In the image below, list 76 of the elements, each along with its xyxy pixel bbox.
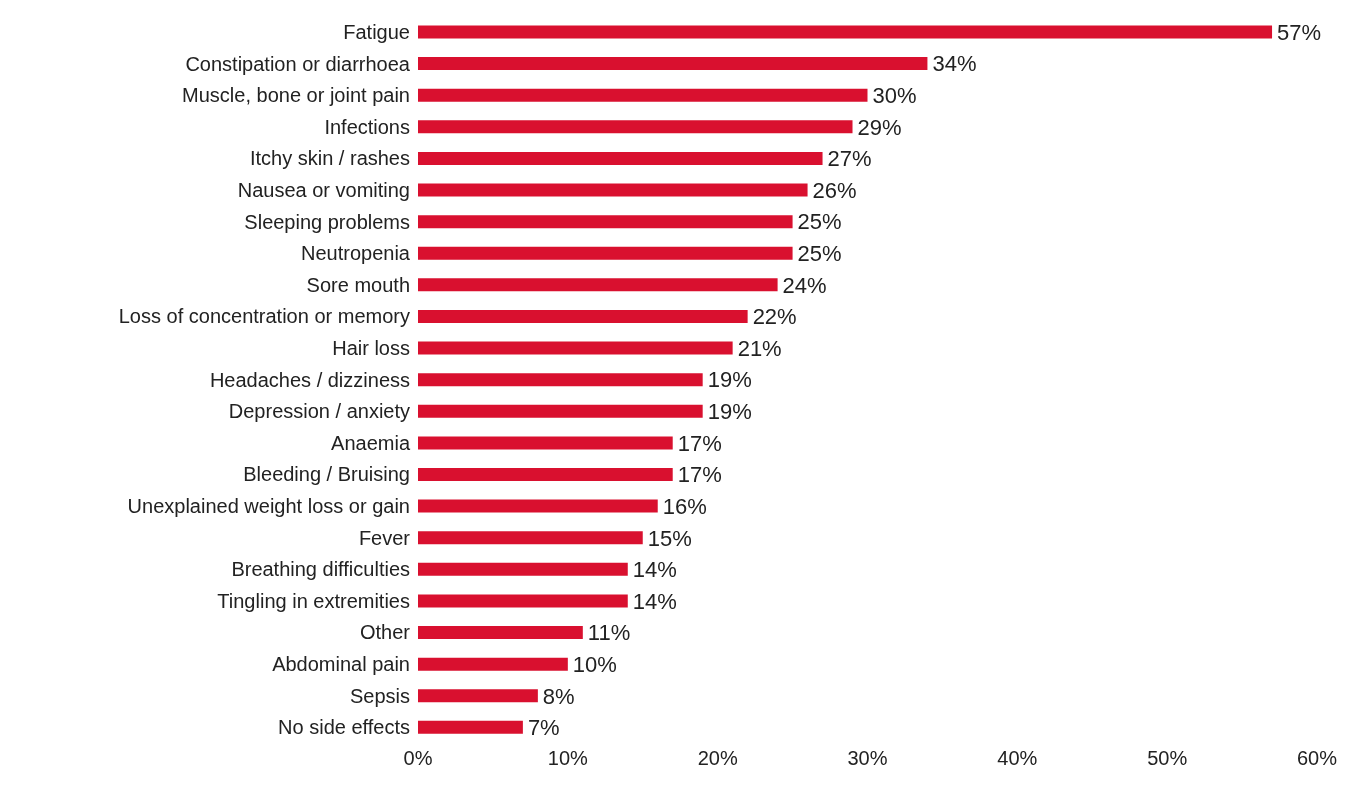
data-label: 17% (677, 462, 722, 488)
bar (418, 436, 673, 450)
y-tick-label: Other (359, 621, 411, 644)
data-label: 21% (737, 335, 782, 361)
x-tick-label: 40% (997, 747, 1038, 770)
bar (418, 531, 643, 545)
bar (418, 689, 538, 703)
data-label: 7% (527, 715, 560, 741)
data-label: 19% (707, 399, 752, 425)
bar (418, 404, 703, 418)
y-tick-label: Abdominal pain (272, 653, 410, 676)
bar (418, 151, 823, 165)
y-tick-label: Infections (324, 115, 410, 138)
x-tick-label: 0% (403, 747, 433, 770)
y-tick-label: Fever (358, 526, 411, 549)
data-label: 29% (857, 114, 902, 140)
y-tick-label: Fatigue (343, 20, 410, 43)
y-tick-label: Neutropenia (301, 242, 411, 265)
data-label: 11% (587, 620, 631, 646)
data-label: 15% (647, 525, 692, 551)
y-tick-label: Itchy skin / rashes (249, 147, 410, 170)
y-tick-label: Constipation or diarrhoea (185, 52, 411, 75)
data-label: 14% (632, 588, 677, 614)
data-label: 14% (632, 557, 677, 583)
y-tick-label: Depression / anxiety (228, 400, 410, 423)
bar (418, 246, 793, 260)
y-tick-label: Muscle, bone or joint pain (182, 84, 410, 107)
bar (418, 215, 793, 229)
data-label: 27% (827, 146, 872, 172)
data-label: 19% (707, 367, 752, 393)
x-tick-label: 60% (1296, 747, 1338, 770)
data-label: 17% (677, 430, 722, 456)
data-label: 8% (542, 683, 575, 709)
data-label: 22% (752, 304, 797, 330)
data-label: 34% (932, 51, 977, 77)
bar (418, 309, 748, 323)
y-tick-label: Sepsis (349, 684, 410, 707)
x-tick-label: 20% (697, 747, 738, 770)
y-tick-label: Tingling in extremities (217, 589, 410, 612)
bar (418, 720, 523, 734)
bar (418, 88, 868, 102)
y-tick-label: Unexplained weight loss or gain (127, 495, 410, 518)
bar (418, 120, 853, 134)
bar (418, 25, 1273, 39)
y-tick-label: Hair loss (332, 336, 410, 359)
y-tick-label: Loss of concentration or memory (118, 305, 410, 328)
bar (418, 626, 583, 640)
bar (418, 499, 658, 513)
x-tick-label: 30% (847, 747, 888, 770)
bar (418, 278, 778, 292)
data-label: 30% (872, 83, 917, 109)
bar (418, 594, 628, 608)
data-label: 25% (797, 241, 842, 267)
data-label: 24% (782, 272, 827, 298)
data-label: 26% (812, 177, 857, 203)
data-label: 16% (662, 493, 707, 519)
data-label: 10% (572, 651, 617, 677)
x-tick-label: 50% (1147, 747, 1188, 770)
y-tick-label: Nausea or vomiting (237, 178, 410, 201)
y-tick-label: Sleeping problems (244, 210, 410, 233)
y-tick-label: Anaemia (331, 431, 411, 454)
y-tick-label: Bleeding / Bruising (243, 463, 410, 486)
y-tick-label: No side effects (278, 716, 410, 739)
bar (418, 183, 808, 197)
bar (418, 373, 703, 387)
bar (418, 341, 733, 355)
bar (418, 657, 568, 671)
bar (418, 57, 928, 71)
x-tick-label: 10% (547, 747, 589, 770)
y-tick-label: Headaches / dizziness (209, 368, 410, 391)
y-tick-label: Breathing difficulties (231, 558, 410, 581)
y-tick-label: Sore mouth (306, 273, 410, 296)
bar (418, 468, 673, 481)
data-label: 57% (1277, 19, 1322, 45)
data-label: 25% (797, 209, 842, 235)
bar (418, 562, 628, 576)
